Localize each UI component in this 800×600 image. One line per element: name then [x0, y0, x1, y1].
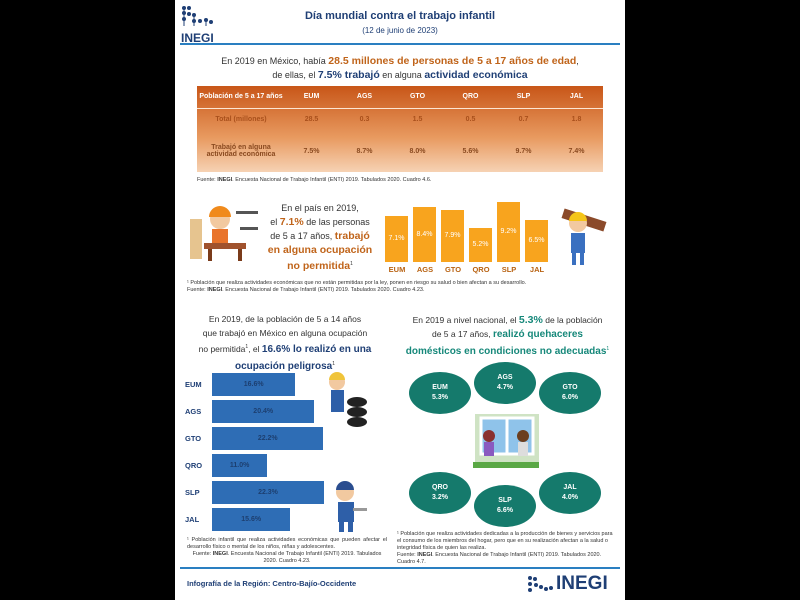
section2-footnote: ¹ Población que realiza actividades econ…: [187, 280, 527, 293]
bar-ags: 8.4%: [413, 207, 436, 262]
bar-category-label: EUM: [185, 380, 202, 389]
table-cell: 7.4%: [568, 147, 585, 155]
bar-category-label: JAL: [529, 265, 545, 274]
oval-eum: EUM 5.3%: [409, 372, 471, 414]
table-header-row: Población de 5 a 17 años EUM AGS GTO QRO…: [197, 86, 603, 109]
bar-gto: 22.2%: [212, 427, 324, 450]
oval-ags: AGS 4.7%: [474, 362, 536, 404]
headline-highlight: actividad económica: [424, 69, 528, 81]
table-cell: 9.7%: [515, 147, 532, 155]
column-header: AGS: [338, 86, 391, 109]
logo-text: INEGI: [181, 31, 214, 45]
bar-jal: 15.6%: [212, 508, 291, 531]
table-cell: 1.5: [412, 116, 423, 124]
oval-slp: SLP 6.6%: [474, 485, 536, 527]
table-row: Trabajó en alguna actividad económica 7.…: [197, 130, 603, 172]
bar-gto: 7.9%: [441, 210, 464, 262]
bar-slp: 9.2%: [497, 202, 520, 262]
children-cleaning-window-illustration: [467, 412, 543, 474]
headline-text: de ellas, el: [272, 70, 318, 80]
oval-qro: QRO 3.2%: [409, 472, 471, 514]
bar-category-label: GTO: [444, 265, 462, 274]
section3-footnote: ¹ Población infantil que realiza activid…: [187, 537, 387, 564]
bar-qro: 5.2%: [469, 228, 492, 262]
headline: En 2019 en México, había 28.5 millones d…: [175, 54, 625, 82]
column-header: SLP: [497, 86, 550, 109]
mechanic-girl-illustration: [323, 372, 368, 427]
footer-inegi-logo: INEGI: [527, 573, 608, 595]
table-cell: 0.3: [359, 116, 370, 124]
table-cell: 5.6%: [462, 147, 479, 155]
carpenter-child-illustration: [190, 205, 260, 263]
bar-eum: 7.1%: [385, 215, 408, 262]
headline-text: En 2019 en México, había: [221, 56, 329, 66]
inegi-logo: INEGI: [181, 5, 215, 44]
table-cell: 0.7: [518, 116, 529, 124]
dangerous-occupation-bar-chart: EUM 16.6% AGS 20.4% GTO 22.2% QRO 11.0% SLP 22.3%…: [175, 373, 335, 535]
domestic-chores-text: En 2019 a nivel nacional, el 5.3% de la …: [405, 314, 610, 357]
bar-category-label: AGS: [416, 265, 434, 274]
page-date: (12 de junio de 2023): [362, 26, 438, 35]
bar-eum: 16.6%: [212, 373, 296, 396]
occupation-text: En el país en 2019, el 7.1% de las perso…: [267, 203, 373, 272]
logo-dots-icon: [528, 576, 553, 592]
column-header: EUM: [285, 86, 338, 109]
column-header: GTO: [391, 86, 444, 109]
headline-highlight: 28.5 millones de personas de 5 a 17 años…: [328, 55, 577, 67]
bar-qro: 11.0%: [212, 454, 268, 477]
page-title: Día mundial contra el trabajo infantil: [304, 10, 496, 22]
bar-category-label: SLP: [501, 265, 517, 274]
bar-slp: 22.3%: [212, 481, 324, 504]
table-cell: 28.5: [304, 116, 319, 124]
headline-text: ,: [576, 56, 579, 66]
bar-category-label: GTO: [185, 434, 202, 443]
headline-highlight: 7.5% trabajó: [317, 69, 380, 81]
table-source: Fuente: INEGI. Encuesta Nacional de Trab…: [197, 177, 432, 183]
bar-category-label: QRO: [185, 461, 203, 470]
table-row: Total (millones) 28.5 0.3 1.5 0.5 0.7 1.…: [197, 108, 603, 130]
footer-divider: [180, 567, 620, 569]
table-cell: 1.8: [571, 116, 582, 124]
oval-gto: GTO 6.0%: [539, 372, 601, 414]
bar-category-label: JAL: [185, 515, 200, 524]
infographic-page: INEGI Día mundial contra el trabajo infa…: [175, 0, 625, 600]
logo-dots-icon: [182, 6, 213, 26]
dangerous-occupation-text: En 2019, de la población de 5 a 14 años q…: [198, 314, 372, 372]
oval-jal: JAL 4.0%: [539, 472, 601, 514]
divider: [180, 43, 620, 45]
bar-category-label: SLP: [185, 488, 200, 497]
table-cell: 7.5%: [303, 147, 320, 155]
table-cell: 0.5: [465, 116, 476, 124]
column-header: QRO: [444, 86, 497, 109]
row-label: Total (millones): [215, 116, 267, 124]
mechanic-boy-illustration: [325, 478, 370, 533]
footer-region: Infografía de la Región: Centro-Bajío-Oc…: [187, 579, 357, 588]
table-corner: Población de 5 a 17 años: [197, 86, 285, 109]
row-label: Trabajó en alguna actividad económica: [206, 144, 276, 159]
table-cell: 8.0%: [409, 147, 426, 155]
logo-text: INEGI: [556, 573, 608, 594]
table-cell: 8.7%: [356, 147, 373, 155]
bar-category-label: QRO: [472, 265, 490, 274]
non-permitted-occupation-bar-chart: 7.1% EUM 8.4% AGS 7.9% GTO 5.2% QRO 9.2% SLP 6.5% J…: [380, 195, 555, 277]
population-table: Población de 5 a 17 años EUM AGS GTO QRO…: [197, 86, 603, 172]
headline-text: en alguna: [379, 70, 425, 80]
bar-jal: 6.5%: [525, 219, 548, 262]
column-header: JAL: [550, 86, 603, 109]
bar-category-label: AGS: [185, 407, 202, 416]
section4-footnote: ¹ Población que realiza actividades dedi…: [397, 531, 613, 565]
bar-ags: 20.4%: [212, 400, 315, 423]
worker-child-illustration: [560, 205, 610, 267]
bar-category-label: EUM: [388, 265, 406, 274]
